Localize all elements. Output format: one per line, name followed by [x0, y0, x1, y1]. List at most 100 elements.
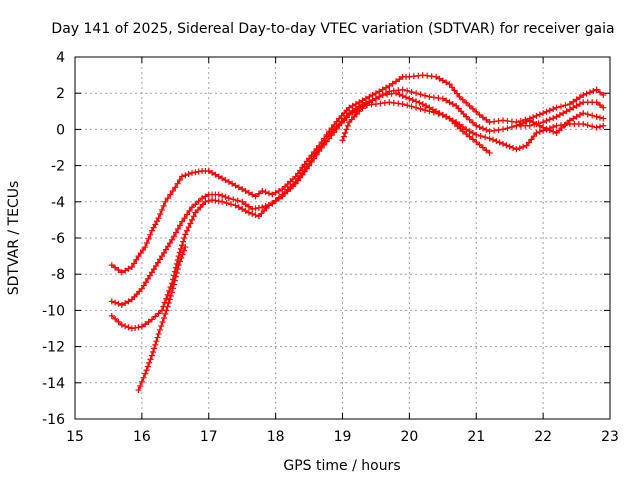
data-point-marker	[476, 141, 483, 148]
data-point-marker	[137, 382, 144, 389]
data-point-marker	[408, 88, 415, 95]
data-point-marker	[580, 110, 587, 117]
data-point-marker	[557, 103, 564, 110]
data-point-marker	[153, 218, 160, 225]
data-point-marker	[593, 113, 600, 120]
data-point-marker	[486, 135, 493, 142]
data-point-marker	[262, 189, 269, 196]
data-point-marker	[185, 224, 192, 231]
data-point-marker	[225, 178, 232, 185]
data-point-marker	[160, 202, 167, 209]
data-point-marker	[215, 191, 222, 198]
data-point-marker	[265, 190, 272, 197]
data-point-marker	[166, 240, 173, 247]
data-point-marker	[466, 128, 473, 135]
data-point-marker	[600, 115, 607, 122]
data-point-marker	[144, 363, 151, 370]
data-point-marker	[526, 117, 533, 124]
data-point-marker	[223, 200, 230, 207]
data-point-marker	[536, 111, 543, 118]
data-point-marker	[593, 124, 600, 131]
data-point-marker	[546, 127, 553, 134]
data-point-marker	[162, 198, 169, 205]
data-point-marker	[163, 307, 170, 314]
data-point-marker	[245, 209, 252, 216]
data-point-marker	[112, 264, 119, 271]
data-point-marker	[403, 94, 410, 101]
data-point-marker	[413, 104, 420, 111]
data-point-marker	[131, 260, 138, 267]
data-point-marker	[122, 323, 129, 330]
data-point-marker	[543, 108, 550, 115]
data-point-marker	[369, 97, 376, 104]
data-point-marker	[390, 99, 397, 106]
data-point-marker	[446, 81, 453, 88]
data-point-marker	[543, 125, 550, 132]
data-point-marker	[245, 203, 252, 210]
data-point-marker	[530, 133, 537, 140]
data-point-marker	[140, 374, 147, 381]
data-point-marker	[513, 122, 520, 129]
data-point-marker	[493, 138, 500, 145]
data-point-marker	[151, 345, 158, 352]
data-point-marker	[533, 120, 540, 127]
data-point-marker	[148, 227, 155, 234]
data-point-marker	[154, 334, 161, 341]
data-point-marker	[496, 139, 503, 146]
data-point-marker	[556, 111, 563, 118]
data-point-marker	[506, 143, 513, 150]
data-point-marker	[600, 104, 607, 111]
data-point-marker	[125, 298, 132, 305]
data-point-marker	[584, 111, 591, 118]
data-point-marker	[436, 75, 443, 82]
data-point-marker	[115, 300, 122, 307]
data-point-marker	[491, 118, 498, 125]
data-point-marker	[466, 116, 473, 123]
data-point-marker	[138, 323, 145, 330]
data-point-marker	[479, 114, 486, 121]
data-point-marker	[446, 99, 453, 106]
data-point-marker	[395, 100, 402, 107]
data-point-marker	[181, 247, 188, 254]
data-point-marker	[171, 277, 178, 284]
data-point-marker	[170, 233, 177, 240]
y-tick-label: -14	[42, 376, 65, 392]
data-point-marker	[377, 100, 384, 107]
data-point-marker	[443, 79, 450, 86]
data-point-marker	[122, 267, 129, 274]
data-point-marker	[463, 130, 470, 137]
data-point-marker	[202, 198, 209, 205]
data-point-marker	[393, 78, 399, 85]
data-point-marker	[157, 211, 164, 218]
data-point-marker	[454, 90, 461, 97]
data-point-marker	[404, 87, 411, 94]
data-point-marker	[536, 122, 543, 129]
data-point-marker	[146, 359, 153, 366]
data-point-marker	[433, 73, 440, 80]
data-point-marker	[219, 192, 226, 199]
data-point-marker	[576, 94, 583, 101]
data-point-marker	[235, 184, 242, 191]
data-point-marker	[158, 322, 165, 329]
data-point-marker	[202, 193, 209, 200]
data-point-marker	[145, 235, 152, 242]
data-point-marker	[523, 118, 530, 125]
data-point-marker	[242, 201, 249, 208]
data-point-marker	[142, 370, 149, 377]
data-point-marker	[483, 147, 490, 154]
data-point-marker	[176, 222, 183, 229]
data-point-marker	[189, 204, 196, 211]
data-point-marker	[500, 140, 506, 147]
y-tick-label: -6	[51, 231, 65, 247]
data-point-marker	[147, 356, 154, 363]
series-line	[111, 101, 604, 330]
data-point-marker	[176, 177, 183, 184]
data-point-marker	[172, 229, 179, 236]
data-point-marker	[550, 106, 557, 113]
data-point-marker	[584, 122, 591, 129]
data-point-marker	[342, 130, 349, 137]
data-point-marker	[333, 125, 340, 132]
x-tick-label: 18	[267, 429, 285, 445]
data-point-marker	[500, 117, 506, 124]
